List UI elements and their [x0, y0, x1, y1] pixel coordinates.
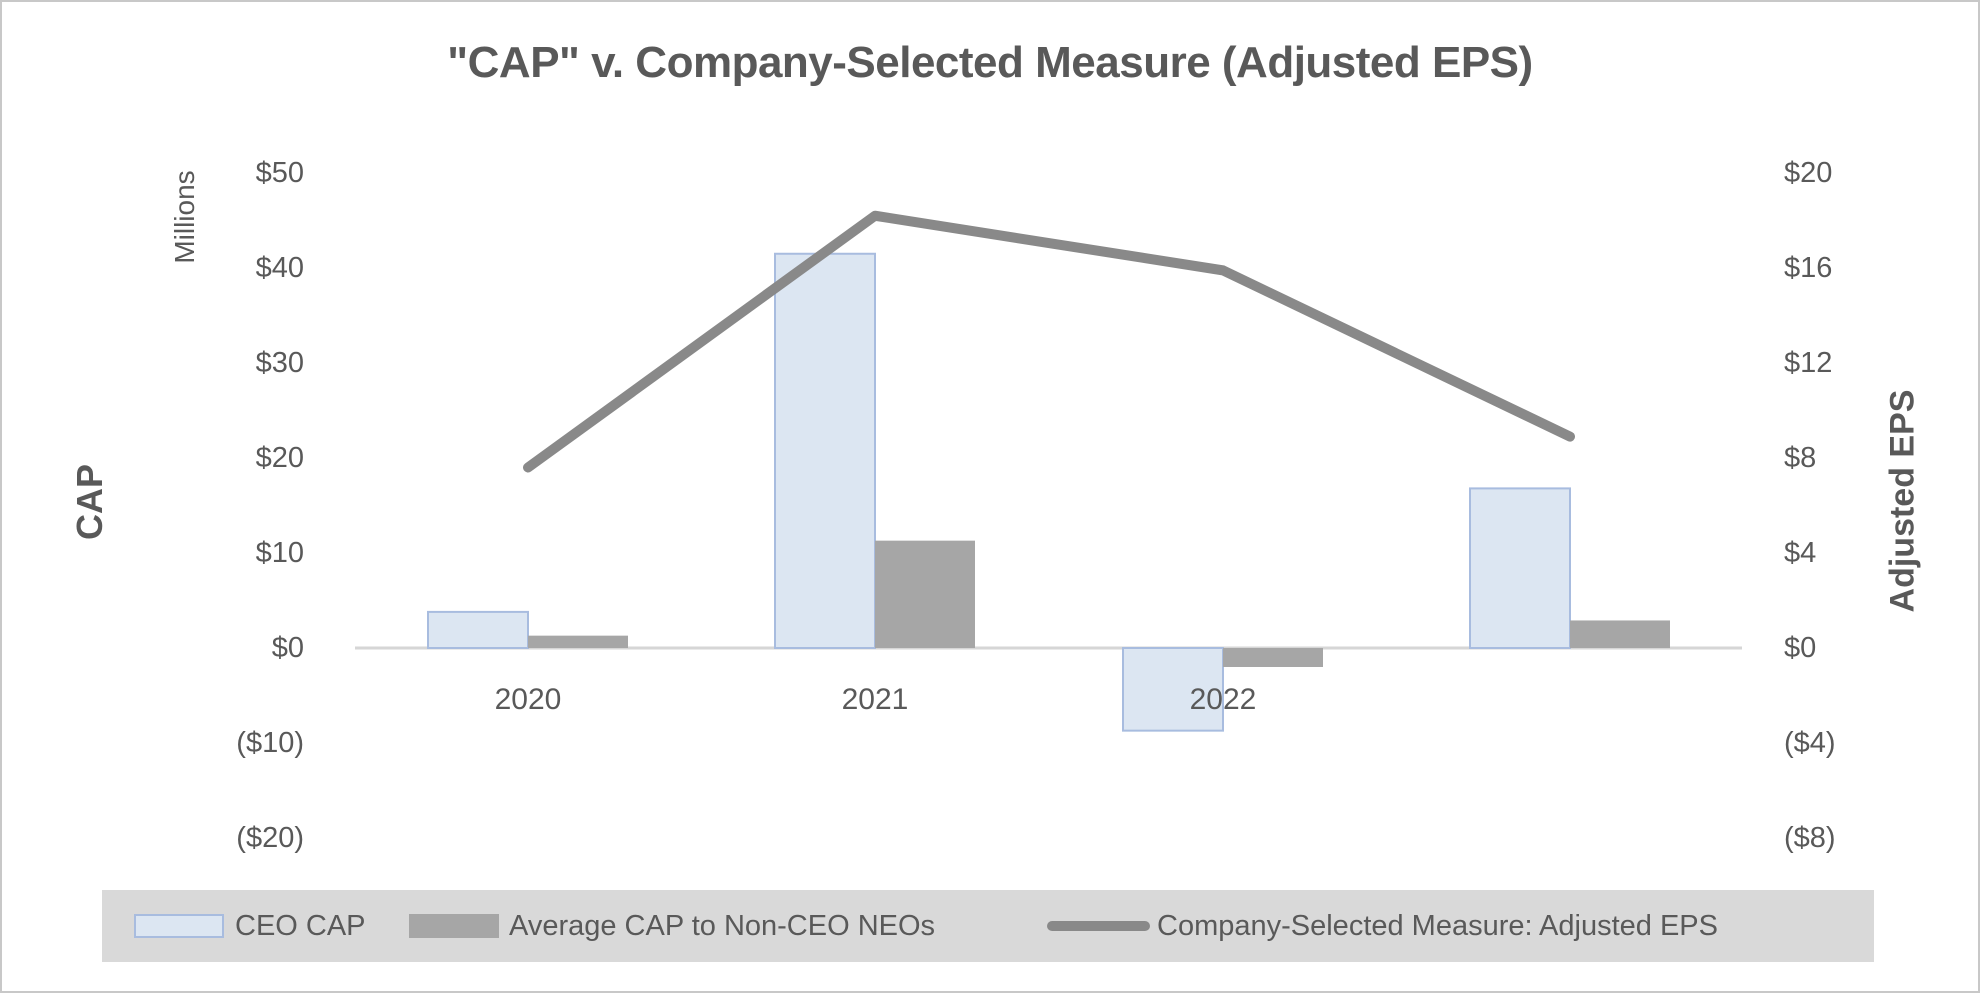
legend: CEO CAP Average CAP to Non-CEO NEOs Comp… — [102, 890, 1874, 962]
x-label-2020: 2020 — [494, 683, 562, 716]
bar-avg-cap-2022 — [1223, 648, 1323, 667]
bar-avg-cap-year4 — [1570, 620, 1670, 648]
legend-label-ceo-cap: CEO CAP — [235, 910, 366, 942]
bar-avg-cap-2020 — [528, 635, 628, 648]
legend-swatch-ceo-cap — [134, 914, 224, 938]
left-tick-20: $20 — [255, 442, 304, 474]
right-tick-0: $0 — [1784, 632, 1817, 664]
bar-avg-cap-2021 — [875, 540, 975, 648]
bar-ceo-cap-2022 — [1122, 647, 1224, 732]
legend-swatch-eps-line — [1047, 921, 1150, 931]
chart-title: "CAP" v. Company-Selected Measure (Adjus… — [447, 38, 1533, 87]
x-axis-line — [355, 646, 1742, 650]
x-label-2021: 2021 — [841, 683, 909, 716]
eps-line-series — [523, 210, 1575, 473]
left-tick-0: $0 — [271, 632, 304, 664]
right-tick-16: $16 — [1784, 252, 1833, 284]
right-tick-12: $12 — [1784, 347, 1833, 379]
bar-ceo-cap-2020 — [427, 610, 529, 650]
right-tick-20: $20 — [1784, 157, 1833, 189]
right-tick-neg4: ($4) — [1784, 727, 1836, 759]
left-tick-neg10: ($10) — [236, 727, 304, 759]
left-tick-40: $40 — [255, 252, 304, 284]
bar-ceo-cap-2021 — [774, 252, 876, 649]
left-tick-neg20: ($20) — [236, 822, 304, 854]
left-tick-30: $30 — [255, 347, 304, 379]
right-axis-title-text: Adjusted EPS — [1883, 389, 1922, 613]
left-tick-50: $50 — [255, 157, 304, 189]
left-axis-title-text: CAP — [69, 463, 110, 541]
legend-swatch-avg-cap — [409, 914, 499, 938]
x-label-2022: 2022 — [1189, 683, 1257, 716]
right-tick-8: $8 — [1784, 442, 1817, 474]
bar-ceo-cap-year4 — [1469, 487, 1571, 649]
left-tick-10: $10 — [255, 537, 304, 569]
legend-label-eps-line: Company-Selected Measure: Adjusted EPS — [1157, 910, 1718, 942]
right-tick-4: $4 — [1784, 537, 1817, 569]
right-tick-neg8: ($8) — [1784, 822, 1836, 854]
legend-label-avg-cap: Average CAP to Non-CEO NEOs — [509, 910, 936, 942]
